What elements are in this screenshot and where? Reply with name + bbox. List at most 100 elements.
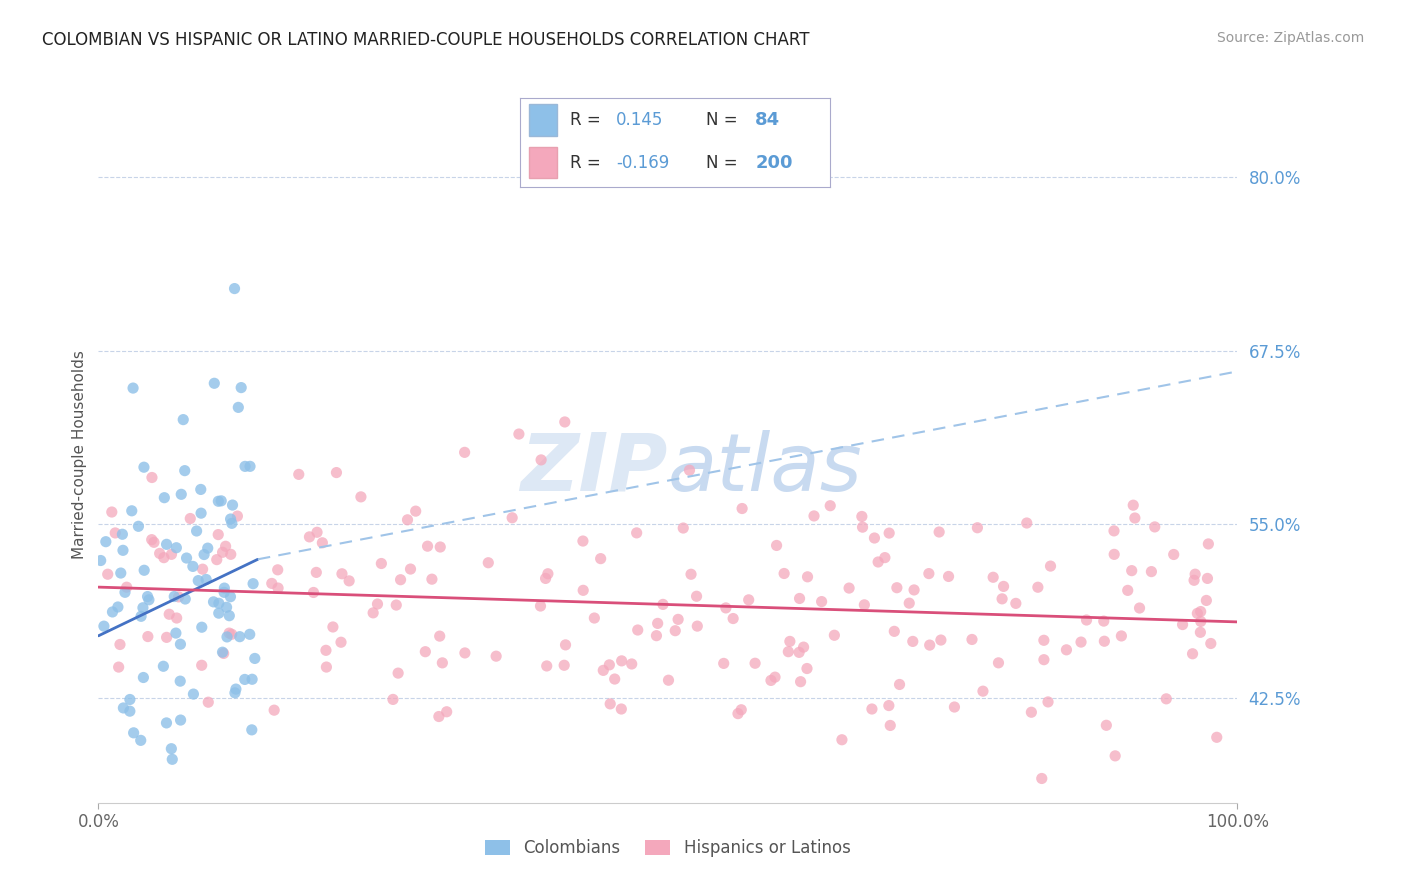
- Text: R =: R =: [569, 154, 600, 172]
- Point: [789, 591, 811, 606]
- Point: [195, 573, 218, 587]
- Point: [1005, 596, 1028, 610]
- Point: [193, 548, 215, 562]
- Point: [1187, 607, 1209, 621]
- Point: [287, 467, 309, 482]
- Point: [118, 692, 141, 706]
- Point: [686, 619, 709, 633]
- Point: [211, 545, 233, 559]
- Point: [879, 718, 901, 732]
- Point: [898, 596, 921, 610]
- Point: [214, 539, 236, 553]
- Point: [744, 657, 766, 671]
- FancyBboxPatch shape: [530, 147, 557, 178]
- Point: [132, 460, 155, 475]
- Point: [149, 546, 172, 560]
- Point: [485, 649, 508, 664]
- Point: [851, 509, 873, 524]
- Point: [101, 605, 124, 619]
- Point: [1070, 635, 1092, 649]
- Point: [207, 494, 229, 508]
- Point: [219, 590, 242, 604]
- Point: [530, 453, 553, 467]
- Point: [589, 551, 612, 566]
- Point: [118, 704, 141, 718]
- Point: [170, 487, 193, 501]
- Point: [714, 601, 737, 615]
- Point: [1189, 605, 1212, 619]
- Point: [1026, 580, 1049, 594]
- Point: [779, 634, 801, 648]
- Point: [302, 585, 325, 599]
- Point: [134, 563, 156, 577]
- Point: [1032, 633, 1054, 648]
- Point: [311, 536, 333, 550]
- Point: [789, 674, 811, 689]
- Point: [136, 590, 159, 604]
- Point: [1197, 571, 1219, 585]
- Point: [122, 726, 145, 740]
- Text: ZIP: ZIP: [520, 430, 668, 508]
- Point: [330, 635, 353, 649]
- Point: [214, 581, 236, 595]
- Point: [173, 464, 195, 478]
- Point: [823, 628, 845, 642]
- Point: [737, 592, 759, 607]
- Point: [627, 623, 650, 637]
- Point: [141, 839, 163, 854]
- Point: [155, 537, 177, 551]
- Point: [205, 552, 228, 566]
- Point: [165, 541, 187, 555]
- Point: [603, 672, 626, 686]
- Point: [350, 490, 373, 504]
- Point: [218, 626, 240, 640]
- Point: [1102, 524, 1125, 538]
- Point: [94, 534, 117, 549]
- Point: [111, 543, 134, 558]
- Point: [1156, 691, 1178, 706]
- Point: [385, 598, 408, 612]
- Point: [763, 670, 786, 684]
- Point: [129, 733, 152, 747]
- Point: [166, 611, 188, 625]
- Point: [225, 682, 247, 697]
- FancyBboxPatch shape: [530, 104, 557, 136]
- Point: [208, 596, 231, 610]
- Point: [107, 660, 129, 674]
- Point: [415, 645, 437, 659]
- Point: [112, 701, 135, 715]
- Point: [181, 559, 204, 574]
- Point: [104, 525, 127, 540]
- Point: [224, 282, 246, 296]
- Point: [169, 713, 191, 727]
- Point: [243, 651, 266, 665]
- Point: [664, 624, 686, 638]
- Point: [873, 550, 896, 565]
- Point: [1143, 520, 1166, 534]
- Point: [436, 705, 458, 719]
- Point: [160, 741, 183, 756]
- Point: [1195, 593, 1218, 607]
- Point: [1140, 565, 1163, 579]
- Point: [366, 597, 388, 611]
- Point: [877, 698, 900, 713]
- Point: [174, 592, 197, 607]
- Point: [860, 702, 883, 716]
- Text: 0.145: 0.145: [616, 112, 664, 129]
- Point: [229, 630, 252, 644]
- Point: [305, 525, 328, 540]
- Point: [529, 599, 551, 613]
- Point: [759, 673, 782, 688]
- Point: [657, 673, 679, 688]
- Point: [93, 619, 115, 633]
- Text: N =: N =: [706, 154, 737, 172]
- Point: [396, 513, 419, 527]
- Point: [157, 607, 180, 622]
- Point: [863, 531, 886, 545]
- Point: [212, 585, 235, 599]
- Point: [721, 611, 744, 625]
- Point: [679, 567, 702, 582]
- Point: [219, 512, 242, 526]
- Point: [1054, 642, 1077, 657]
- Point: [389, 573, 412, 587]
